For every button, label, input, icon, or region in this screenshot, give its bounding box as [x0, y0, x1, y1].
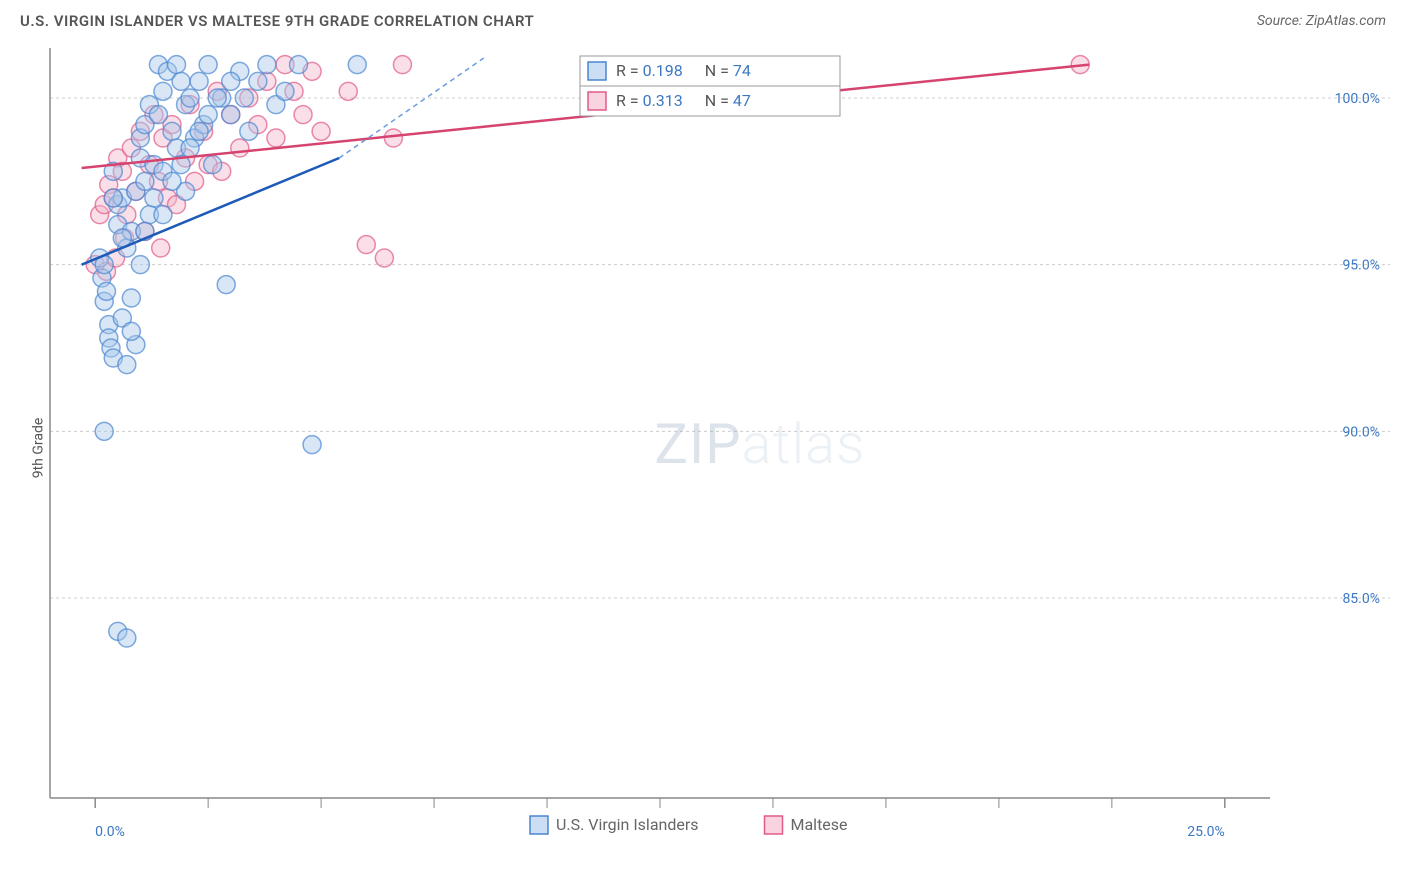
series1-point — [118, 629, 136, 647]
series1-point — [181, 139, 199, 157]
series1-point — [235, 89, 253, 107]
series2-point — [393, 56, 411, 74]
series1-point — [172, 72, 190, 90]
series1-point — [131, 256, 149, 274]
series1-point — [303, 436, 321, 454]
legend-swatch — [765, 816, 783, 834]
series1-point — [190, 72, 208, 90]
y-tick-label: 100.0% — [1335, 91, 1380, 107]
series1-point — [290, 56, 308, 74]
series2-point — [312, 122, 330, 140]
series1-point — [95, 422, 113, 440]
series1-point — [122, 289, 140, 307]
series1-point — [154, 82, 172, 100]
series1-point — [122, 322, 140, 340]
y-tick-label: 85.0% — [1342, 591, 1380, 607]
series1-point — [181, 89, 199, 107]
chart-title: U.S. VIRGIN ISLANDER VS MALTESE 9TH GRAD… — [20, 12, 534, 30]
series2-point — [152, 239, 170, 257]
series1-point — [217, 276, 235, 294]
legend-label: Maltese — [791, 815, 848, 834]
series1-point — [199, 106, 217, 124]
series2-point — [267, 129, 285, 147]
watermark: ZIPatlas — [654, 411, 865, 477]
series1-point — [348, 56, 366, 74]
series2-point — [357, 236, 375, 254]
series1-point — [276, 82, 294, 100]
series1-point — [145, 189, 163, 207]
series2-point — [294, 106, 312, 124]
series2-point — [231, 139, 249, 157]
source-attribution: Source: ZipAtlas.com — [1257, 13, 1386, 29]
series1-point — [258, 56, 276, 74]
series1-point — [163, 122, 181, 140]
series1-point — [168, 56, 186, 74]
y-tick-label: 95.0% — [1342, 258, 1380, 274]
x-tick-label: 0.0% — [95, 824, 125, 840]
series1-point — [149, 106, 167, 124]
series1-point — [136, 172, 154, 190]
stat-swatch — [588, 62, 606, 80]
series2-point — [375, 249, 393, 267]
series1-point — [118, 356, 136, 374]
scatter-plot: 85.0%90.0%95.0%100.0%ZIPatlas0.0%25.0%R … — [40, 38, 1390, 858]
series1-point — [163, 172, 181, 190]
stat-swatch — [588, 92, 606, 110]
series1-point — [222, 106, 240, 124]
series1-point — [208, 89, 226, 107]
series1-point — [240, 122, 258, 140]
legend-swatch — [530, 816, 548, 834]
legend-label: U.S. Virgin Islanders — [556, 815, 699, 834]
series1-point — [190, 122, 208, 140]
series2-point — [384, 129, 402, 147]
series1-point — [222, 72, 240, 90]
series1-point — [249, 72, 267, 90]
y-tick-label: 90.0% — [1342, 424, 1380, 440]
series1-point — [199, 56, 217, 74]
series2-point — [339, 82, 357, 100]
x-tick-label: 25.0% — [1187, 824, 1225, 840]
series1-point — [204, 156, 222, 174]
series1-point — [104, 189, 122, 207]
series1-point — [97, 282, 115, 300]
series1-point — [154, 206, 172, 224]
